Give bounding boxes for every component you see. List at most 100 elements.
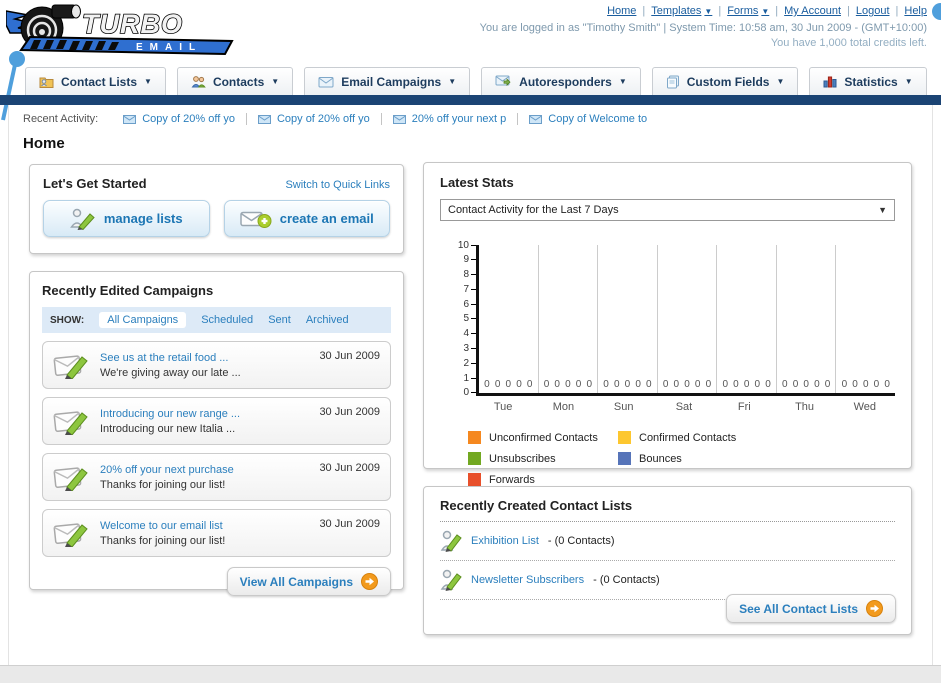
data-value-label: 0 — [873, 379, 880, 390]
chart-legend: Unconfirmed Contacts Confirmed Contacts Un… — [468, 431, 895, 486]
activity-item-label: Copy of Welcome to — [548, 113, 648, 125]
nav-separator: | — [718, 5, 722, 17]
campaign-date: 30 Jun 2009 — [319, 462, 380, 474]
arrow-right-icon — [866, 600, 883, 617]
campaign-date: 30 Jun 2009 — [319, 406, 380, 418]
manage-lists-button[interactable]: manage lists — [43, 200, 210, 237]
data-value-label: 0 — [543, 379, 550, 390]
switch-quick-links-link[interactable]: Switch to Quick Links — [285, 179, 390, 191]
view-all-campaigns-button[interactable]: View All Campaigns — [226, 567, 391, 596]
data-value-label: 0 — [743, 379, 750, 390]
activity-item-label: 20% off your next p — [411, 113, 507, 125]
campaigns-panel: Recently Edited Campaigns SHOW: All Camp… — [29, 271, 404, 596]
tab-contact-lists[interactable]: Contact Lists ▼ — [25, 67, 166, 96]
filter-all-campaigns[interactable]: All Campaigns — [99, 312, 187, 328]
stats-period-select[interactable]: Contact Activity for the Last 7 Days ▼ — [440, 199, 895, 221]
data-value-label: 0 — [494, 379, 501, 390]
view-all-campaigns-label: View All Campaigns — [239, 574, 353, 589]
contact-list-link[interactable]: Newsletter Subscribers — [471, 574, 585, 586]
nav-separator: | — [642, 5, 646, 17]
tab-autoresponders[interactable]: Autoresponders ▼ — [481, 67, 641, 96]
data-value-label: 0 — [733, 379, 739, 390]
contact-list-link[interactable]: Exhibition List — [471, 535, 539, 547]
campaign-subtitle: We're giving away our late ... — [100, 366, 241, 379]
campaign-date: 30 Jun 2009 — [319, 350, 380, 362]
envelope-icon — [392, 114, 406, 124]
recent-activity-item[interactable]: Copy of 20% off yo — [112, 113, 247, 125]
header: TURBO EMAIL Home | Templates ▼ | Forms ▼ |… — [0, 0, 941, 64]
data-value-label: 0 — [603, 379, 609, 390]
logo-text-email: EMAIL — [136, 42, 202, 53]
nav-link-templates[interactable]: Templates ▼ — [651, 5, 713, 17]
recent-activity-item[interactable]: Copy of 20% off yo — [247, 113, 382, 125]
data-value-label: 0 — [694, 379, 701, 390]
legend-item: Forwards — [468, 473, 618, 486]
nav-link-my-account[interactable]: My Account — [784, 5, 841, 17]
envelope-arrow-icon — [495, 75, 511, 87]
get-started-title: Let's Get Started — [43, 176, 147, 191]
latest-stats-title: Latest Stats — [440, 175, 514, 190]
campaign-row[interactable]: 20% off your next purchase Thanks for joi… — [42, 453, 391, 501]
y-axis: 10 9 8 7 6 5 4 3 2 1 0 — [446, 240, 476, 398]
stats-select-value: Contact Activity for the Last 7 Days — [448, 204, 619, 216]
campaign-title-link[interactable]: Welcome to our email list — [100, 519, 223, 532]
campaign-title-link[interactable]: Introducing our new range ... — [100, 407, 241, 420]
data-value-label: 0 — [516, 379, 522, 390]
data-value-label: 0 — [646, 379, 652, 390]
filter-scheduled[interactable]: Scheduled — [201, 314, 254, 326]
campaign-row[interactable]: See us at the retail food ... We're givin… — [42, 341, 391, 389]
chevron-down-icon: ▼ — [704, 7, 713, 16]
help-bubble-icon — [932, 3, 941, 20]
nav-link-logout[interactable]: Logout — [855, 5, 890, 17]
filter-sent[interactable]: Sent — [268, 314, 291, 326]
data-value-label: 0 — [565, 379, 571, 390]
contact-list-row[interactable]: Newsletter Subscribers - (0 Contacts) — [440, 561, 895, 600]
data-value-label: 0 — [841, 379, 848, 390]
legend-swatch — [618, 452, 631, 465]
top-nav: Home | Templates ▼ | Forms ▼ | My Account … — [480, 5, 927, 17]
activity-item-label: Copy of 20% off yo — [142, 113, 235, 125]
nav-link-forms[interactable]: Forms ▼ — [727, 5, 770, 17]
nav-link-home[interactable]: Home — [607, 5, 637, 17]
data-value-label: 0 — [754, 379, 761, 390]
envelope-pencil-icon — [53, 411, 88, 435]
campaign-subtitle: Thanks for joining our list! — [100, 534, 226, 547]
contact-list-row[interactable]: Exhibition List - (0 Contacts) — [440, 522, 895, 561]
x-axis-label: Sat — [675, 401, 693, 413]
tab-contacts[interactable]: Contacts ▼ — [176, 67, 294, 96]
filter-archived[interactable]: Archived — [305, 314, 349, 326]
nav-link-help[interactable]: Help — [904, 5, 927, 17]
chevron-down-icon: ▼ — [618, 77, 627, 86]
contact-list-detail: - (0 Contacts) — [547, 535, 615, 547]
data-value-label: 0 — [684, 379, 690, 390]
campaign-subtitle: Thanks for joining our list! — [100, 478, 226, 491]
recent-activity-item[interactable]: 20% off your next p — [382, 113, 519, 125]
tab-custom-fields[interactable]: Custom Fields ▼ — [651, 67, 799, 96]
data-value-label: 0 — [635, 379, 641, 390]
create-email-button[interactable]: create an email — [223, 200, 390, 237]
recent-activity-item[interactable]: Copy of Welcome to — [518, 113, 658, 125]
person-pencil-icon — [69, 208, 95, 230]
recent-activity-bar: Recent Activity: Copy of 20% off yo Copy… — [8, 105, 933, 134]
campaign-title-link[interactable]: See us at the retail food ... — [100, 351, 229, 364]
legend-item: Bounces — [618, 452, 768, 465]
recent-activity-label: Recent Activity: — [23, 113, 99, 125]
contact-lists-panel: Recently Created Contact Lists Exhibitio… — [423, 486, 912, 635]
tab-label: Contacts — [212, 74, 265, 89]
campaign-title-link[interactable]: 20% off your next purchase — [100, 463, 234, 476]
tab-email-campaigns[interactable]: Email Campaigns ▼ — [304, 67, 471, 96]
contact-list-detail: - (0 Contacts) — [593, 574, 660, 586]
header-right: Home | Templates ▼ | Forms ▼ | My Account … — [480, 5, 927, 49]
see-all-contact-lists-button[interactable]: See All Contact Lists — [726, 594, 896, 623]
data-value-label: 0 — [803, 379, 809, 390]
campaign-row[interactable]: Introducing our new range ... Introducing… — [42, 397, 391, 445]
data-value-label: 0 — [586, 379, 593, 390]
campaign-row[interactable]: Welcome to our email list Thanks for join… — [42, 509, 391, 557]
tab-statistics[interactable]: Statistics ▼ — [809, 67, 927, 96]
users-icon — [191, 76, 206, 88]
campaign-filter-bar: SHOW: All Campaigns Scheduled Sent Archi… — [42, 307, 391, 333]
credits-info: You have 1,000 total credits left. — [770, 37, 927, 49]
